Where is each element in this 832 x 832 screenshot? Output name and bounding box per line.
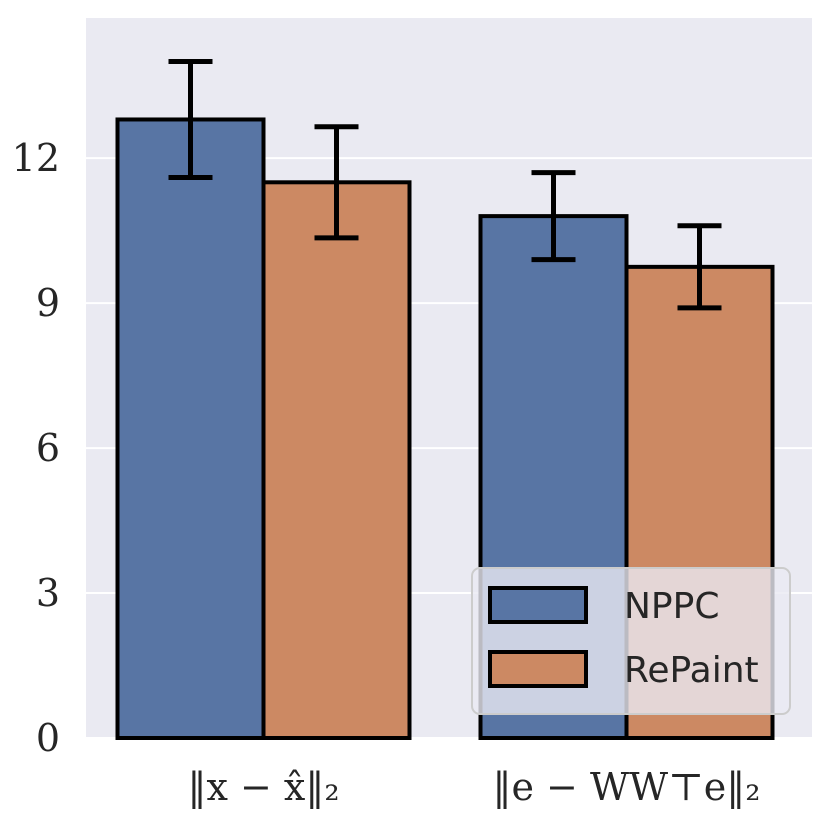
legend-swatch-nppc [488, 586, 588, 624]
y-tick-label: 0 [36, 716, 60, 760]
y-tick-label: 3 [36, 571, 60, 615]
x-axis-categories: ‖x − x̂‖₂ ‖e − WW⊤e‖₂ [187, 765, 760, 809]
y-tick-label: 12 [12, 136, 60, 180]
legend: NPPC RePaint [471, 567, 791, 715]
legend-label-repaint: RePaint [624, 650, 759, 691]
y-axis-ticks: 0 3 6 9 12 [12, 136, 60, 760]
error-bars [168, 58, 722, 311]
legend-label-nppc: NPPC [624, 586, 719, 627]
x-category-label: ‖e − WW⊤e‖₂ [492, 765, 760, 809]
x-category-label: ‖x − x̂‖₂ [187, 765, 339, 809]
y-tick-label: 9 [36, 281, 60, 325]
legend-swatch-repaint [488, 650, 588, 688]
bar-nppc-0 [115, 117, 266, 741]
y-tick-label: 6 [36, 426, 60, 470]
bar-repaint-0 [261, 180, 412, 741]
